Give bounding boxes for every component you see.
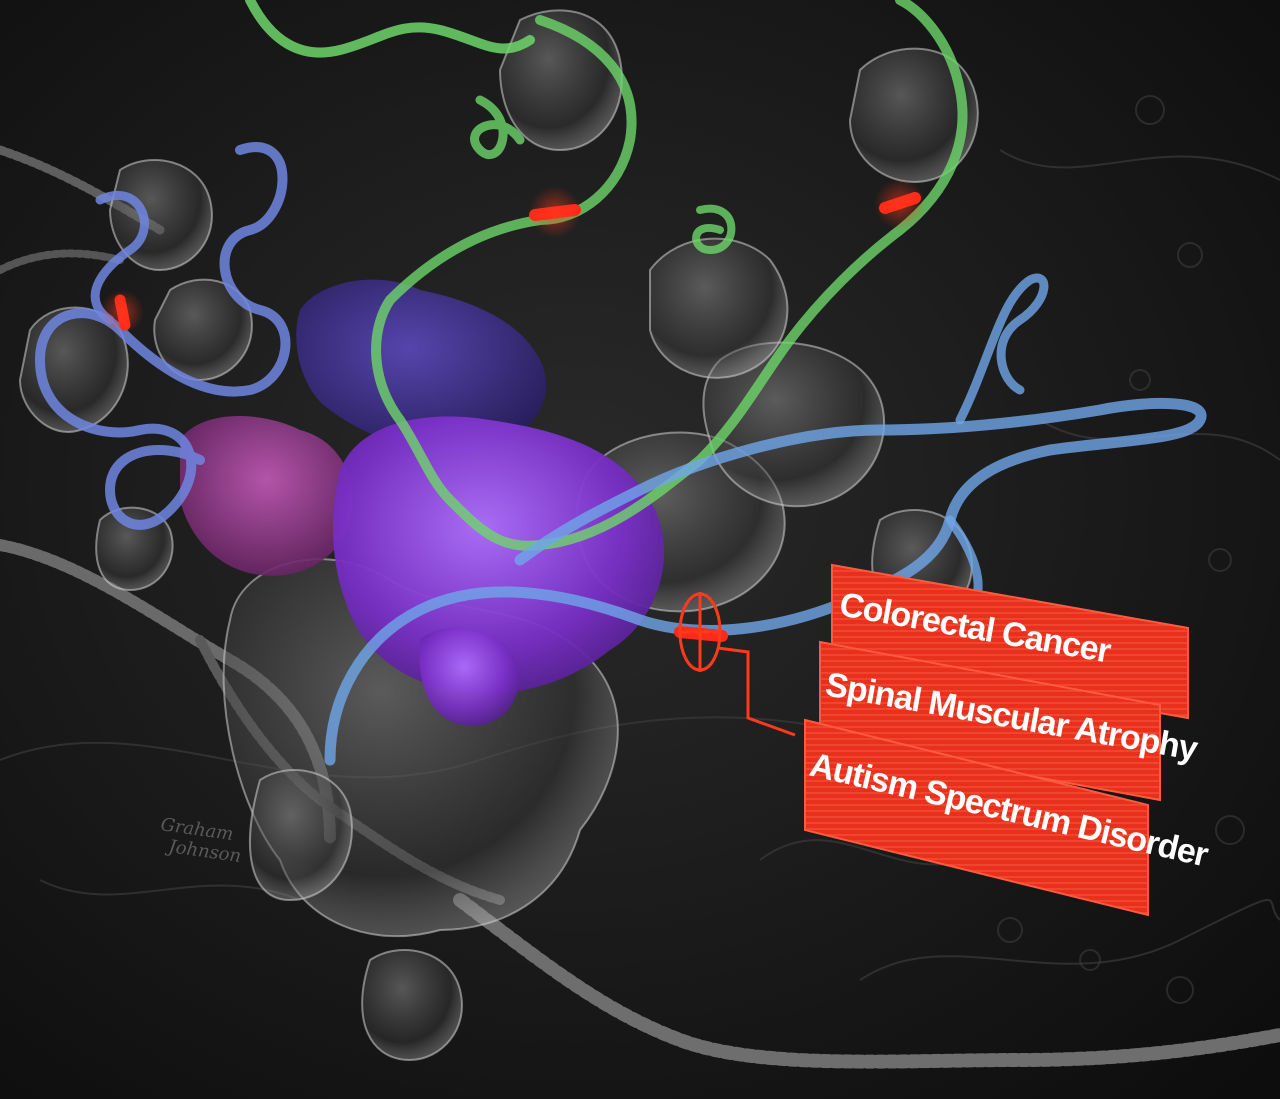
disease-labels: Colorectal Cancer Spinal Muscular Atroph… <box>804 563 1212 917</box>
blue-rna-strand <box>34 142 291 530</box>
magenta-protein <box>180 416 353 576</box>
artist-signature: Graham Johnson <box>159 814 242 867</box>
purple-protein-lobe <box>419 627 519 726</box>
reticle-connector <box>717 646 796 737</box>
label-panel-colorectal-cancer: Colorectal Cancer <box>831 563 1189 720</box>
purple-protein <box>333 416 665 694</box>
background-rings <box>997 95 1245 1004</box>
mutation-glows <box>100 178 926 334</box>
dark-purple-protein <box>296 279 547 453</box>
target-reticle <box>678 592 796 737</box>
